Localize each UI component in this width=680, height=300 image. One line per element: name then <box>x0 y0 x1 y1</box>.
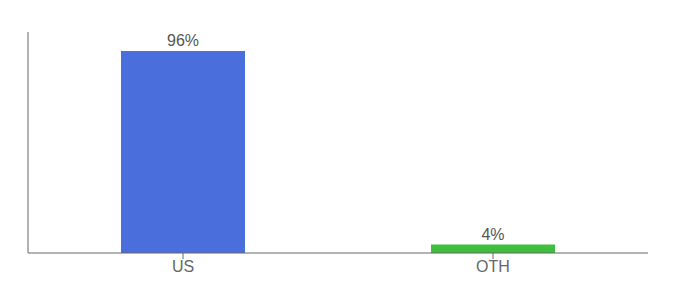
svg-text:4%: 4% <box>481 226 504 243</box>
svg-text:OTH: OTH <box>476 258 510 275</box>
svg-text:US: US <box>172 258 194 275</box>
svg-text:96%: 96% <box>167 32 199 49</box>
